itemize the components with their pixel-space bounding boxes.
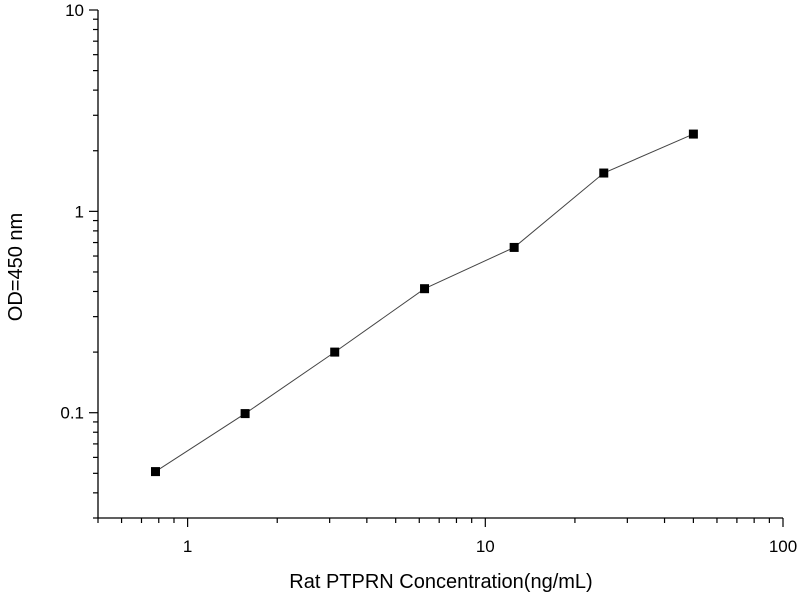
x-axis-tick-labels: 1 10 100 [183,537,797,556]
x-axis-title: Rat PTPRN Concentration(ng/mL) [289,571,592,593]
series-points [150,129,698,477]
y-axis-title: OD=450 nm [5,213,27,321]
data-point [240,409,250,419]
y-tick-label: 0.1 [60,404,84,423]
series-lines [155,133,694,473]
data-point [330,347,340,357]
data-point [150,467,160,477]
plot-area: 1 10 100 0.1 1 10 [60,1,797,556]
y-axis-ticks [89,9,98,519]
y-axis-tick-labels: 0.1 1 10 [60,1,84,423]
x-tick-label: 1 [183,537,192,556]
x-tick-label: 10 [476,537,495,556]
x-tick-label: 100 [769,537,797,556]
y-tick-label: 10 [65,1,84,20]
data-point [509,242,519,252]
x-axis-ticks [97,518,784,527]
series-line [155,133,694,473]
data-point [688,129,698,139]
data-point [599,168,609,178]
y-tick-label: 1 [75,202,84,221]
data-point [420,284,430,294]
